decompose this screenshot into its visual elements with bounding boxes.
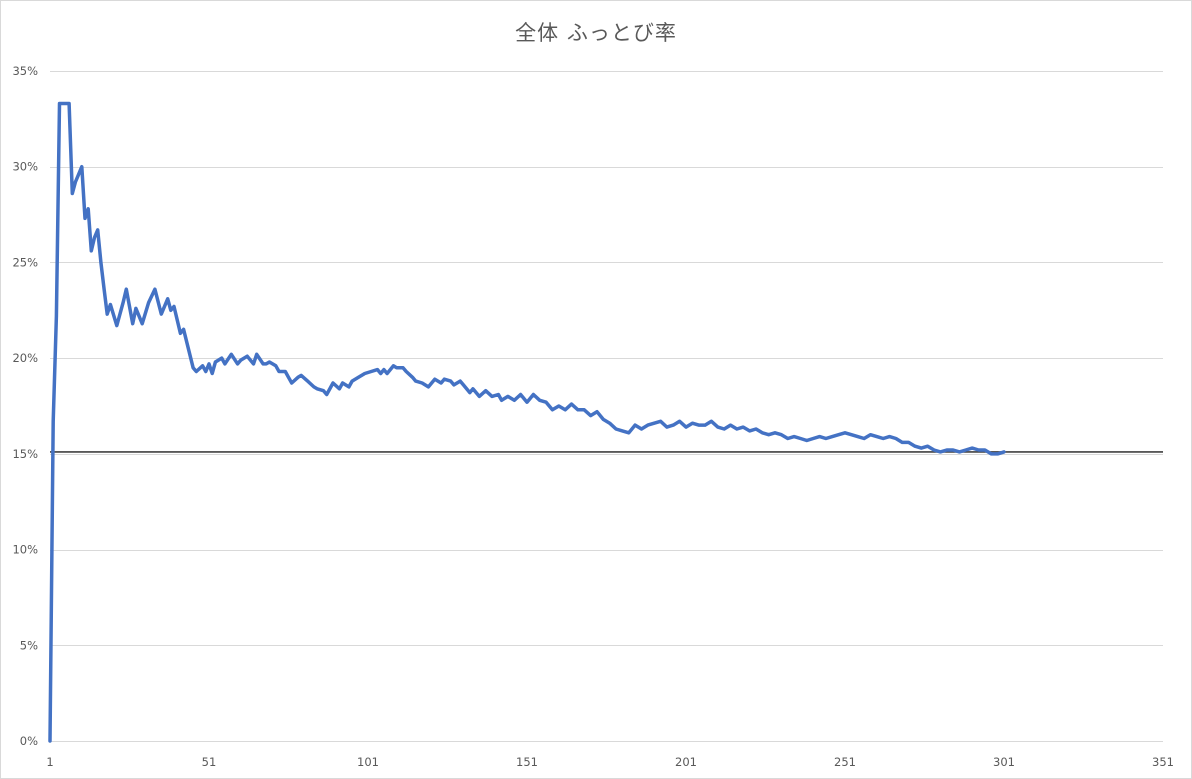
x-tick-label: 1 [46, 755, 53, 769]
x-tick-label: 51 [202, 755, 217, 769]
y-tick-label: 30% [12, 160, 38, 174]
y-tick-label: 15% [12, 447, 38, 461]
x-tick-label: 151 [516, 755, 538, 769]
y-tick-label: 35% [12, 64, 38, 78]
y-tick-label: 5% [20, 638, 38, 652]
y-tick-label: 25% [12, 255, 38, 269]
x-tick-label: 251 [834, 755, 856, 769]
x-tick-label: 101 [357, 755, 379, 769]
x-tick-label: 351 [1152, 755, 1174, 769]
x-tick-label: 301 [993, 755, 1015, 769]
y-tick-label: 20% [12, 351, 38, 365]
series-layer [48, 101, 1006, 743]
y-tick-label: 0% [20, 734, 38, 748]
axes: 0%5%10%15%20%25%30%35%1 51 101 151 201 251 301… [12, 64, 1174, 769]
y-tick-label: 10% [12, 543, 38, 557]
x-tick-label: 201 [675, 755, 697, 769]
series-line [48, 101, 1006, 743]
chart-title: 全体 ふっとび率 [515, 21, 677, 45]
gridlines [50, 71, 1163, 646]
